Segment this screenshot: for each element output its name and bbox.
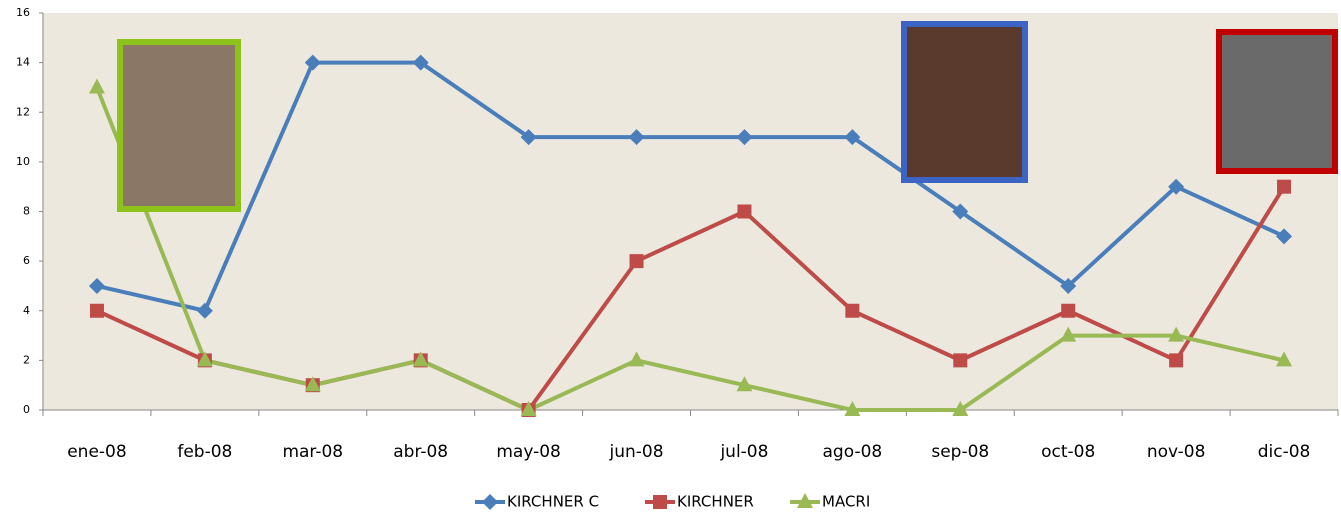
chart: 0 2 4 6 8 10 12 14 16 ene-08 feb-08 mar-08 abr-08 may… (0, 0, 1341, 519)
x-tick-label: dic-08 (1258, 442, 1311, 462)
x-tick-label: nov-08 (1147, 442, 1206, 462)
y-tick-label: 2 (23, 353, 30, 366)
marker (482, 494, 498, 510)
y-tick-label: 10 (16, 155, 30, 168)
x-tick-label: ene-08 (67, 442, 126, 462)
x-tick-label: jun-08 (609, 442, 664, 462)
x-tick-label: jul-08 (719, 442, 768, 462)
marker (737, 205, 751, 219)
marker (1061, 304, 1075, 318)
marker (845, 304, 859, 318)
y-tick-label: 14 (16, 56, 30, 69)
y-tick-label: 0 (23, 403, 30, 416)
marker (1169, 353, 1183, 367)
legend-label: MACRI (822, 493, 870, 511)
y-tick-label: 8 (23, 205, 30, 218)
photo-kirchner-c (904, 24, 1025, 180)
marker (630, 254, 644, 268)
x-tick-label: oct-08 (1041, 442, 1095, 462)
x-tick-label: abr-08 (393, 442, 448, 462)
legend: KIRCHNER C KIRCHNER MACRI (475, 493, 870, 511)
photo-kirchner (1219, 32, 1335, 171)
x-tick-label: sep-08 (931, 442, 989, 462)
marker (653, 495, 667, 509)
y-tick-label: 6 (23, 254, 30, 267)
y-tick-label: 12 (16, 105, 30, 118)
y-tick-label: 4 (23, 304, 30, 317)
marker (953, 353, 967, 367)
y-tick-label: 16 (16, 6, 30, 19)
legend-label: KIRCHNER C (507, 493, 599, 511)
legend-label: KIRCHNER (677, 493, 754, 511)
x-tick-label: feb-08 (177, 442, 232, 462)
marker (90, 304, 104, 318)
marker (1277, 180, 1291, 194)
x-tick-label: ago-08 (823, 442, 883, 462)
photo-macri (120, 42, 238, 209)
x-tick-label: mar-08 (282, 442, 343, 462)
x-tick-label: may-08 (496, 442, 561, 462)
